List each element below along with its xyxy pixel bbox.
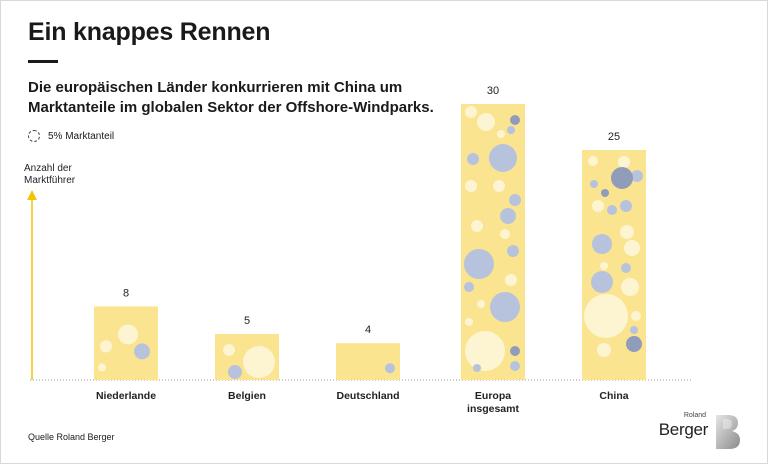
bar-1-bubble-1 (223, 344, 235, 356)
bar-3-bubble-20 (465, 331, 505, 371)
bar-3-bubble-15 (505, 274, 517, 286)
source-note: Quelle Roland Berger (28, 432, 115, 442)
bar-4-bubble-11 (620, 225, 634, 239)
bar-3-bubble-23 (473, 364, 481, 372)
value-label-4: 25 (608, 131, 620, 143)
bar-1-bubble-2 (228, 365, 242, 379)
chart-subtitle: Die europäischen Länder konkurrieren mit… (28, 79, 434, 116)
y-axis-label: Anzahl der Marktführer (24, 163, 76, 186)
value-label-1: 5 (244, 315, 250, 327)
bar-4-bubble-19 (630, 326, 638, 334)
bar-3-bubble-8 (493, 180, 505, 192)
bar-4-bubble-18 (631, 311, 641, 321)
category-label-0: Niederlande (96, 390, 156, 402)
bar-0-bubble-5 (98, 363, 106, 372)
bar-3-bubble-18 (490, 292, 520, 322)
bar-3-bubble-14 (507, 245, 519, 257)
category-label-2: Deutschland (336, 390, 399, 402)
value-label-2: 4 (365, 324, 371, 336)
page-title: Ein knappes Rennen (28, 18, 271, 46)
market-share-circle-icon (28, 130, 40, 142)
bar-3-bubble-7 (465, 180, 477, 192)
bar-4-bubble-5 (601, 189, 609, 197)
bar-3-bubble-2 (510, 115, 520, 125)
bar-3-bubble-10 (500, 208, 516, 224)
bar-4-bubble-6 (607, 205, 617, 215)
bar-4-bubble-10 (592, 234, 612, 254)
bar-4-bubble-13 (600, 262, 608, 270)
bar-4-bubble-15 (591, 271, 613, 293)
roland-berger-logo: Roland Berger (659, 412, 742, 450)
bar-3-bubble-17 (477, 300, 485, 308)
bar-3-bubble-0 (465, 106, 477, 118)
bar-3-bubble-6 (489, 144, 517, 172)
bar-4-bubble-21 (626, 336, 642, 352)
bar-3-bubble-11 (471, 220, 483, 232)
bar-3-bubble-3 (507, 126, 515, 134)
bar-4-bubble-12 (624, 240, 640, 256)
bar-0-bubble-0 (118, 324, 138, 345)
bar-0-bubble-2 (134, 343, 150, 360)
y-axis-arrowhead (27, 190, 37, 200)
bar-2-bubble-1 (385, 363, 395, 374)
category-label-1: Belgien (228, 390, 266, 402)
bar-4-bubble-1 (618, 156, 630, 168)
bar-4-bubble-4 (590, 180, 598, 188)
bar-1-bubble-0 (243, 346, 275, 378)
value-label-0: 8 (123, 287, 129, 299)
bar-3-bubble-19 (465, 318, 473, 326)
bar-4-bubble-17 (584, 294, 628, 338)
title-underline (28, 60, 58, 63)
bar-4-bubble-2 (631, 170, 643, 182)
bar-3-bubble-22 (510, 361, 520, 371)
bar-3-bubble-9 (509, 194, 521, 206)
legend-label: 5% Marktanteil (48, 130, 115, 142)
bar-4-bubble-20 (597, 343, 611, 357)
category-label-3: Europa insgesamt (467, 390, 519, 415)
bar-4-bubble-3 (611, 167, 633, 189)
bar-3-bubble-21 (510, 346, 520, 356)
logo-big-text: Berger (658, 420, 709, 439)
logo-small-text: Roland (683, 412, 706, 419)
bar-4-bubble-7 (592, 200, 604, 212)
legend: 5% Marktanteil (28, 130, 114, 142)
bar-3-bubble-4 (497, 130, 505, 138)
bar-3-bubble-1 (477, 113, 495, 131)
bar-3-bubble-5 (467, 153, 479, 165)
bar-4-bubble-8 (620, 200, 632, 212)
category-label-4: China (599, 390, 628, 402)
bar-3-bubble-12 (500, 229, 510, 239)
logo-b-mark-icon (716, 415, 740, 449)
bar-4-bubble-0 (588, 156, 598, 166)
bar-0-bubble-1 (100, 340, 112, 353)
bar-3-bubble-16 (464, 282, 474, 292)
bar-4-bubble-16 (621, 278, 639, 296)
bar-2 (336, 343, 400, 380)
value-label-3: 30 (487, 85, 499, 97)
bar-3-bubble-13 (464, 249, 494, 279)
bar-4-bubble-14 (621, 263, 631, 273)
